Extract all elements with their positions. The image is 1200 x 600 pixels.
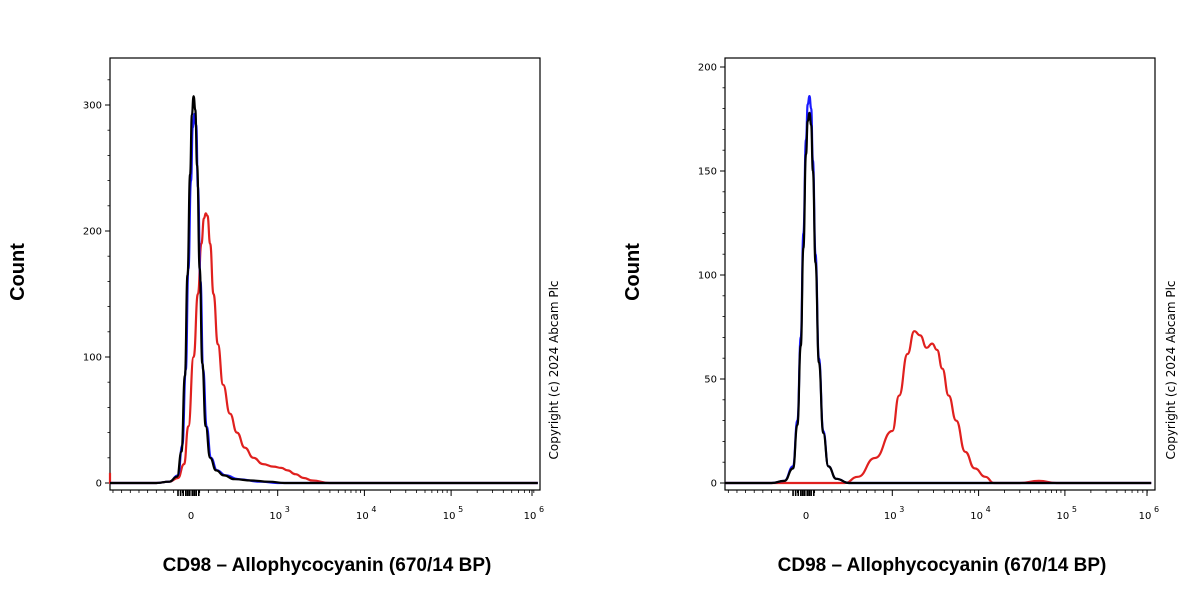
y-tick-label: 100 [698,271,717,282]
x-tick-exponent: 6 [539,505,544,514]
x-tick-label: 10 [1139,511,1152,522]
x-tick-label: 10 [1057,511,1070,522]
y-tick-label: 50 [704,375,717,386]
x-tick-label: 10 [443,511,456,522]
copyright-notice: Copyright (c) 2024 Abcam Plc [547,280,561,459]
y-tick-label: 150 [698,167,717,178]
y-tick-label: 100 [83,353,102,364]
histogram-series-1 [724,330,1152,485]
plot-frame [724,57,1156,491]
histogram-series-2 [724,95,1152,485]
x-tick-label: 10 [269,511,282,522]
x-tick-label: 0 [803,511,809,522]
histogram-series-3 [109,95,538,485]
histogram-series-3 [724,111,1152,485]
y-tick-label: 300 [83,101,102,112]
x-tick-exponent: 5 [1072,505,1077,514]
x-axis-label: CD98 – Allophycocyanin (670/14 BP) [778,555,1107,576]
copyright-notice: Copyright (c) 2024 Abcam Plc [1164,280,1178,459]
x-tick-exponent: 6 [1154,505,1159,514]
x-axis-label: CD98 – Allophycocyanin (670/14 BP) [163,555,492,576]
histogram-series-2 [109,112,538,485]
x-tick-label: 10 [356,511,369,522]
x-tick-label: 10 [970,511,983,522]
x-tick-exponent: 3 [899,505,904,514]
x-tick-label: 0 [188,511,194,522]
y-tick-label: 200 [698,63,717,74]
y-tick-label: 0 [96,479,102,490]
y-tick-label: 200 [83,227,102,238]
histogram-series-1 [108,212,538,485]
y-axis-label: Count [622,243,644,301]
plot-frame [109,57,541,491]
x-tick-label: 10 [524,511,537,522]
x-tick-label: 10 [884,511,897,522]
y-axis-label: Count [7,243,29,301]
x-tick-exponent: 4 [986,505,991,514]
y-tick-label: 0 [711,479,717,490]
x-tick-exponent: 3 [285,505,290,514]
x-tick-exponent: 5 [458,505,463,514]
x-tick-exponent: 4 [371,505,376,514]
